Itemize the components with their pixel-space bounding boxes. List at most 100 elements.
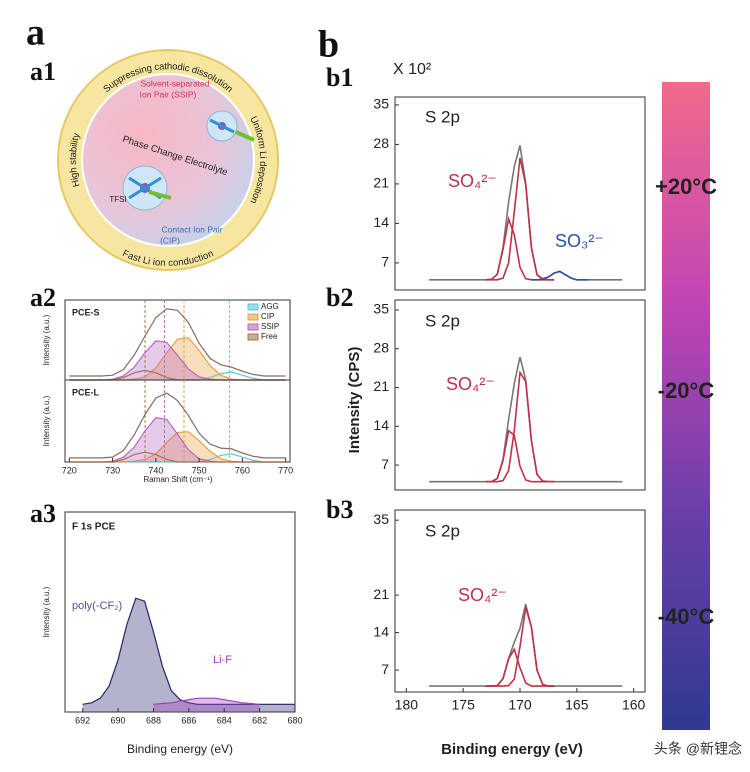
cip-label: Contact Ion Pair [162, 224, 223, 234]
panel-label: b3 [326, 495, 353, 524]
panel-label: a2 [30, 283, 56, 312]
panel-label: a1 [30, 57, 56, 86]
x-tick-label: 692 [75, 715, 90, 725]
y-axis-label: Intensity (CPS) [346, 347, 363, 454]
series-line [485, 647, 555, 687]
ring-label: High stability [67, 132, 82, 188]
x-tick-label: 730 [105, 465, 120, 475]
series-line [485, 215, 555, 281]
plot-frame [394, 299, 646, 491]
chart: 720 730 740 750 760 770 PCE-L Intensity (a.u.) R… [42, 379, 293, 484]
plot-frame [64, 511, 296, 713]
y-tick-label: 35 [373, 511, 389, 527]
colorbar-label: -20°C [658, 378, 715, 403]
series-line [429, 604, 623, 687]
y-tick-label: 7 [381, 661, 389, 677]
x-tick-label: 175 [452, 697, 476, 713]
panel-label: b [318, 24, 339, 66]
chart-title: S 2p [425, 311, 460, 330]
legend-swatch [247, 333, 259, 341]
annotation: SO₄²⁻ [458, 585, 507, 605]
inner-circle [81, 73, 255, 247]
x-tick-label: 740 [148, 465, 163, 475]
x-tick-label: 770 [278, 465, 293, 475]
series-area [69, 417, 286, 462]
y-tick-label: 28 [373, 135, 389, 151]
legend-swatch [247, 313, 259, 321]
legend-label: AGG [261, 302, 279, 311]
panel-label: b1 [326, 63, 353, 92]
series-line [429, 145, 623, 281]
x-tick-label: 684 [217, 715, 232, 725]
x-axis-label: Binding energy (eV) [441, 741, 583, 758]
y-tick-label: 14 [373, 417, 389, 433]
y-tick-label: 7 [381, 456, 389, 472]
chart: 180 175 170 165 160 7 14 21 35 S 2p Binding energy… [373, 509, 646, 758]
series-line [485, 607, 555, 687]
panel-label: b2 [326, 283, 353, 312]
chart: 7 14 21 28 35 S 2p X 10² SO₄²⁻ SO₃²⁻ [373, 61, 646, 291]
chart: 7 14 21 28 35 S 2p Intensity (CPS) SO₄²⁻ [346, 299, 646, 491]
cip-icon [122, 165, 172, 211]
annotation: Li-F [213, 654, 232, 666]
annotation: SO₃²⁻ [555, 231, 604, 251]
series-line [69, 451, 286, 463]
series-line [69, 308, 286, 377]
y-tick-label: 21 [373, 378, 389, 394]
y-tick-label: 14 [373, 623, 389, 639]
annotation: SO₄²⁻ [446, 374, 495, 394]
ssip-label: Solvent-separated [141, 78, 210, 88]
y-tick-label: 21 [373, 586, 389, 602]
y-tick-label: 35 [373, 301, 389, 317]
panel-label: a3 [30, 499, 56, 528]
x-tick-label: 165 [565, 697, 589, 713]
cip-label: (CIP) [160, 235, 180, 245]
watermark: 头条 @新锂念 [654, 741, 742, 757]
series-area [69, 340, 286, 380]
colorbar-label: -40°C [658, 604, 715, 629]
y-multiplier: X 10² [393, 61, 432, 78]
series-area [82, 598, 295, 712]
legend-label: CIP [261, 312, 274, 321]
y-axis-label: Intensity (a.u.) [42, 314, 51, 365]
colorbar-label: +20°C [655, 174, 717, 199]
panel-label: a [26, 12, 45, 54]
plot-frame [394, 96, 646, 291]
diagram: Suppressing cathodic dissolution Uniform… [57, 49, 279, 271]
chart-title: PCE-S [72, 307, 100, 317]
annotation: poly(-CF₂) [72, 600, 122, 612]
y-tick-label: 7 [381, 254, 389, 270]
x-tick-label: 688 [146, 715, 161, 725]
ssip-icon [206, 110, 255, 142]
series-area [69, 431, 286, 462]
x-tick-label: 160 [622, 697, 646, 713]
series-line [485, 429, 555, 483]
legend-swatch [247, 303, 259, 311]
ring-text: High stability [67, 132, 82, 188]
x-tick-label: 750 [192, 465, 207, 475]
x-tick-label: 680 [287, 715, 302, 725]
y-axis-label: Intensity (a.u.) [42, 395, 51, 446]
anion-label: TFSI [109, 195, 126, 204]
x-tick-label: 760 [235, 465, 250, 475]
y-tick-label: 28 [373, 339, 389, 355]
x-axis-label: Binding energy (eV) [127, 742, 233, 756]
x-tick-label: 720 [62, 465, 77, 475]
chart: 692 690 688 686 684 682 680 F 1s PCE Intensity (… [42, 511, 303, 756]
y-tick-label: 14 [373, 214, 389, 230]
chart-title: S 2p [425, 107, 460, 126]
chart-title: S 2p [425, 521, 460, 540]
series-line [531, 270, 589, 281]
x-tick-label: 170 [508, 697, 532, 713]
series-area [69, 337, 286, 380]
y-tick-label: 35 [373, 96, 389, 112]
chart-title: PCE-L [72, 387, 100, 397]
ssip-label: Ion Pair (SSIP) [140, 89, 197, 99]
chart-title: F 1s PCE [72, 522, 116, 533]
colorbar [662, 82, 710, 730]
x-tick-label: 690 [111, 715, 126, 725]
x-tick-label: 682 [252, 715, 267, 725]
legend-label: Free [261, 332, 278, 341]
